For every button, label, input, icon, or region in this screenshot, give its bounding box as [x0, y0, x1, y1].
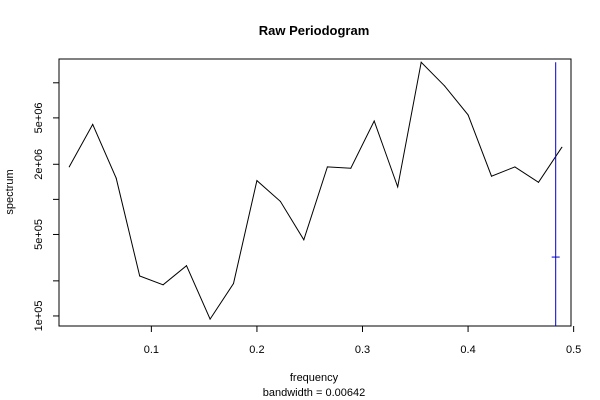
plot-frame	[58, 58, 572, 327]
spectrum-line	[68, 61, 563, 321]
spectrum-point	[115, 177, 117, 179]
spectrum-point	[92, 123, 94, 125]
spectrum-point	[444, 85, 446, 87]
spectrum-point	[209, 318, 211, 320]
x-tick-label: 0.5	[566, 344, 581, 356]
y-axis-label: spectrum	[4, 169, 16, 214]
x-tick-label: 0.3	[355, 344, 370, 356]
spectrum-point	[303, 239, 305, 241]
y-tick-label: 5e+05	[33, 219, 45, 250]
spectrum-point	[350, 167, 352, 169]
spectrum-point	[279, 200, 281, 202]
y-tick-label: 2e+06	[33, 149, 45, 180]
spectrum-point	[491, 175, 493, 177]
y-tick-label: 1e+05	[33, 300, 45, 331]
spectrum-point	[68, 166, 70, 168]
spectrum-point	[514, 166, 516, 168]
y-axis: 1e+05 5e+05 2e+06 5e+06	[33, 82, 59, 331]
spectrum-point	[326, 166, 328, 168]
spectrum-point	[186, 265, 188, 267]
spectrum-point	[139, 275, 141, 277]
x-tick-label: 0.4	[460, 344, 475, 356]
x-axis-sublabel: bandwidth = 0.00642	[263, 387, 365, 399]
spectrum-point	[373, 120, 375, 122]
spectrum-series	[68, 61, 563, 321]
x-axis: 0.1 0.2 0.3 0.4 0.5	[144, 326, 581, 356]
spectrum-point	[420, 61, 422, 63]
spectrum-point	[233, 282, 235, 284]
confidence-interval-bar	[551, 62, 560, 326]
chart-title: Raw Periodogram	[259, 23, 370, 38]
spectrum-point	[561, 146, 563, 148]
x-tick-label: 0.1	[144, 344, 159, 356]
spectrum-point	[256, 180, 258, 182]
x-tick-label: 0.2	[249, 344, 264, 356]
spectrum-point	[397, 186, 399, 188]
y-tick-label: 5e+06	[33, 102, 45, 133]
spectrum-point	[162, 284, 164, 286]
spectrum-point	[467, 114, 469, 116]
spectrum-point	[537, 181, 539, 183]
x-axis-label: frequency	[290, 372, 339, 384]
